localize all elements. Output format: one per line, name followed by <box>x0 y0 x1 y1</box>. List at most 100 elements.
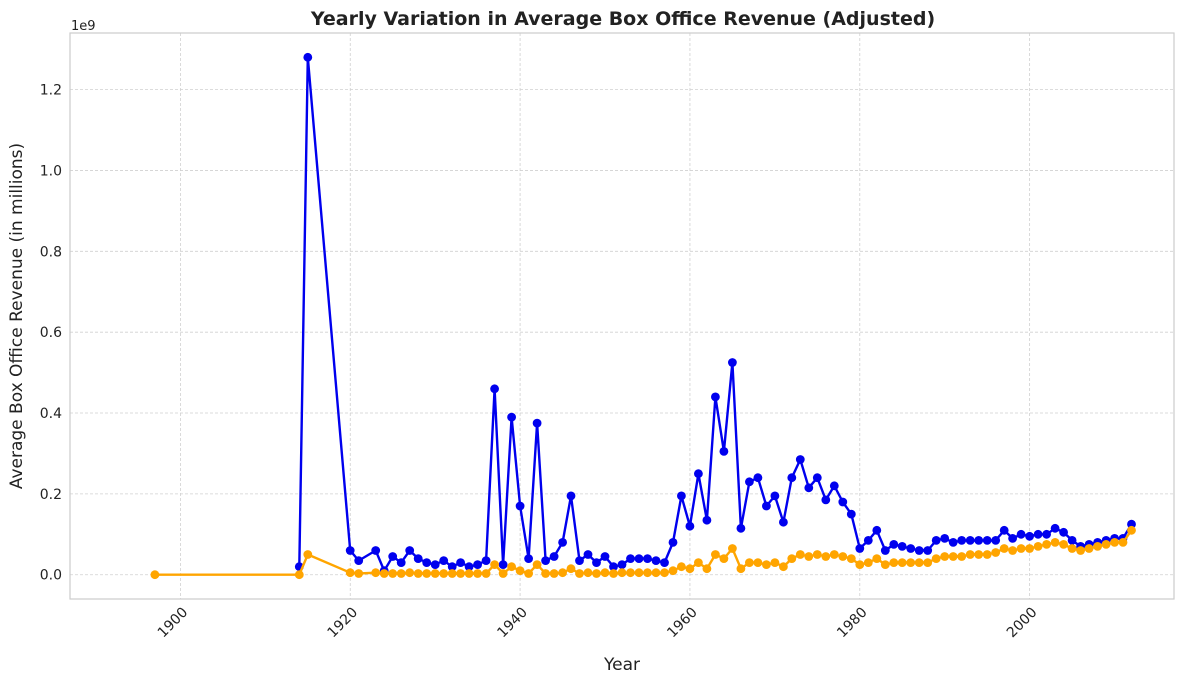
data-point <box>728 358 737 367</box>
data-point <box>1016 529 1026 539</box>
data-point <box>490 384 499 394</box>
y-tick-label: 0.8 <box>40 244 62 260</box>
data-point <box>617 560 627 569</box>
data-point <box>481 556 491 565</box>
data-point <box>447 569 457 578</box>
data-point <box>965 536 975 545</box>
data-point <box>345 546 355 555</box>
data-point <box>626 568 635 578</box>
data-point <box>1084 544 1094 553</box>
data-point <box>1067 544 1077 553</box>
data-point <box>999 525 1009 535</box>
data-point <box>1118 538 1128 547</box>
data-point <box>982 550 992 559</box>
data-point <box>931 554 941 563</box>
data-point <box>592 569 601 578</box>
data-point <box>779 517 788 527</box>
data-point <box>991 548 1001 557</box>
data-point <box>787 554 797 563</box>
y-tick-label: 0.0 <box>40 568 62 584</box>
data-point <box>668 566 678 576</box>
data-point <box>770 558 780 567</box>
data-point <box>439 569 449 578</box>
x-ticks: 1900 1920 1940 1960 1980 2000 <box>155 605 1041 642</box>
data-point <box>651 556 661 565</box>
data-point <box>396 569 406 578</box>
data-point <box>1008 534 1017 543</box>
data-point <box>430 560 440 569</box>
data-point <box>600 552 610 561</box>
data-point <box>999 544 1009 553</box>
data-point <box>719 447 729 456</box>
x-tick-label: 1940 <box>494 605 531 642</box>
data-point <box>694 469 703 479</box>
data-point <box>753 473 763 483</box>
data-point <box>694 558 703 567</box>
x-tick-label: 1900 <box>155 605 192 642</box>
data-point <box>846 509 856 519</box>
data-point <box>872 525 882 535</box>
data-point <box>507 562 516 572</box>
data-point <box>880 546 890 555</box>
data-point <box>974 536 984 545</box>
data-point <box>779 562 788 572</box>
data-point <box>413 569 423 578</box>
data-point <box>846 554 856 563</box>
data-point <box>982 536 992 545</box>
data-point <box>464 562 474 572</box>
data-point <box>354 556 364 565</box>
data-point <box>923 558 933 567</box>
data-point <box>430 569 440 578</box>
data-point <box>914 546 924 555</box>
series-1 <box>294 52 1136 576</box>
data-point <box>804 483 814 493</box>
x-axis-label: Year <box>603 655 640 675</box>
data-point <box>812 473 822 483</box>
data-point <box>889 558 899 567</box>
data-point <box>957 536 967 545</box>
data-point <box>549 552 559 561</box>
data-point <box>532 560 542 569</box>
data-point <box>804 552 814 561</box>
data-point <box>1127 519 1136 529</box>
y-tick-label: 0.6 <box>40 325 62 341</box>
data-point <box>1025 544 1034 553</box>
data-point <box>660 568 669 578</box>
data-point <box>762 560 771 569</box>
data-point <box>872 554 882 563</box>
data-point <box>566 564 576 574</box>
data-point <box>855 544 865 553</box>
data-point <box>1050 538 1060 547</box>
data-point <box>855 560 865 569</box>
data-point <box>1025 531 1034 541</box>
data-point <box>1059 540 1068 549</box>
data-point <box>405 546 415 555</box>
data-point <box>532 418 542 428</box>
data-point <box>379 569 389 578</box>
data-point <box>626 554 635 563</box>
data-point <box>1127 525 1136 535</box>
y-ticks: 0.0 0.2 0.4 0.6 0.8 1.0 1.2 <box>40 83 62 584</box>
data-point <box>1050 523 1060 533</box>
data-point <box>507 412 516 422</box>
data-point <box>821 495 831 505</box>
data-point <box>498 569 508 578</box>
y-tick-label: 0.2 <box>40 487 62 503</box>
data-point <box>753 558 763 567</box>
data-point <box>897 558 907 567</box>
data-point <box>1101 540 1111 549</box>
data-point <box>762 501 771 511</box>
data-point <box>1033 529 1043 539</box>
data-point <box>354 569 364 578</box>
data-point <box>150 570 160 580</box>
data-point <box>541 569 550 578</box>
data-point <box>745 477 754 487</box>
data-point <box>388 569 398 578</box>
data-point <box>303 550 313 559</box>
data-point <box>609 562 618 572</box>
data-point <box>685 521 695 531</box>
data-point <box>821 552 831 561</box>
data-point <box>558 568 567 578</box>
data-point <box>719 554 729 563</box>
data-point <box>863 536 873 545</box>
